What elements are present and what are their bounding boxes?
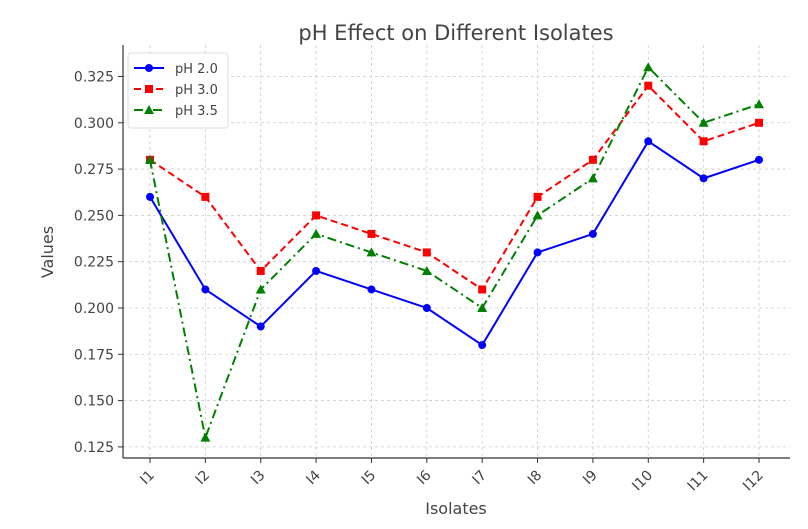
data-point	[755, 118, 763, 127]
data-point	[256, 266, 265, 275]
data-point	[644, 81, 653, 90]
data-point	[533, 192, 542, 201]
data-point	[421, 265, 432, 275]
y-tick-label: 0.175	[74, 347, 114, 363]
legend-entry: pH 3.0	[134, 83, 218, 98]
series-ph-2-0	[146, 137, 763, 350]
series-line	[149, 139, 760, 347]
data-point	[367, 285, 376, 294]
x-tick-label: I10	[629, 468, 656, 495]
legend-marker	[144, 105, 154, 114]
data-point	[422, 248, 431, 257]
x-axis-label: Isolates	[425, 499, 487, 518]
y-tick-label: 0.125	[74, 440, 114, 456]
data-point	[699, 137, 708, 146]
data-point	[478, 341, 487, 350]
data-point	[754, 99, 764, 109]
data-point	[588, 229, 597, 238]
x-tick-label: I8	[525, 468, 546, 489]
data-point	[477, 302, 488, 312]
data-point	[533, 248, 542, 257]
legend: pH 2.0 pH 3.0 pH 3.5	[127, 52, 229, 129]
data-point	[698, 117, 709, 127]
data-point	[588, 155, 597, 164]
data-point	[312, 211, 321, 220]
data-point	[367, 229, 376, 238]
x-tick-label: I6	[414, 467, 435, 488]
data-point	[366, 247, 377, 257]
series-ph-3-0	[146, 81, 763, 294]
series-line	[149, 65, 760, 442]
series-line	[149, 84, 760, 291]
data-point	[255, 284, 266, 294]
data-point	[201, 285, 210, 294]
data-point	[478, 285, 487, 294]
series-group	[145, 62, 764, 442]
x-tick-label: I3	[248, 468, 269, 489]
x-tick-label: I12	[740, 468, 767, 495]
data-point	[422, 303, 431, 312]
data-point	[256, 322, 265, 331]
legend-marker	[145, 64, 153, 72]
series-ph-3-5	[145, 62, 764, 442]
chart-title: pH Effect on Different Isolates	[298, 21, 613, 45]
x-tick-label: I11	[685, 468, 712, 495]
y-tick-label: 0.325	[74, 69, 114, 85]
data-point	[311, 228, 322, 238]
y-tick-label: 0.200	[74, 301, 114, 317]
x-tick-label: I5	[359, 468, 380, 489]
y-tick-label: 0.275	[74, 162, 114, 178]
data-point	[201, 192, 210, 201]
x-tick-label: I2	[193, 468, 214, 489]
data-point	[145, 154, 155, 164]
data-point	[312, 266, 321, 275]
data-point	[644, 137, 653, 146]
x-tick-label: I7	[469, 468, 490, 489]
data-point	[200, 432, 211, 442]
y-tick-label: 0.225	[74, 255, 114, 271]
x-ticks: I1 I2 I3 I4 I5 I6 I7 I8 I9 I10 I11 I12	[137, 458, 767, 494]
data-point	[643, 62, 654, 72]
y-tick-label: 0.250	[74, 208, 114, 224]
legend-label: pH 3.0	[175, 83, 218, 98]
legend-marker	[145, 85, 153, 93]
y-tick-label: 0.150	[74, 394, 114, 410]
data-point	[699, 174, 708, 183]
legend-entry: pH 3.5	[134, 104, 218, 119]
data-point	[532, 210, 543, 220]
data-point	[755, 155, 763, 164]
y-axis-label: Values	[38, 226, 57, 278]
legend-label: pH 3.5	[175, 104, 218, 119]
x-tick-label: I9	[580, 468, 601, 489]
y-ticks: 0.125 0.150 0.175 0.200 0.225 0.250 0.275 0.300…	[74, 69, 123, 456]
data-point	[146, 192, 154, 201]
x-tick-label: I4	[303, 467, 324, 488]
x-tick-label: I1	[137, 468, 158, 489]
y-tick-label: 0.300	[74, 116, 114, 132]
legend-entry: pH 2.0	[134, 62, 218, 77]
legend-label: pH 2.0	[175, 62, 218, 77]
data-point	[587, 173, 598, 183]
